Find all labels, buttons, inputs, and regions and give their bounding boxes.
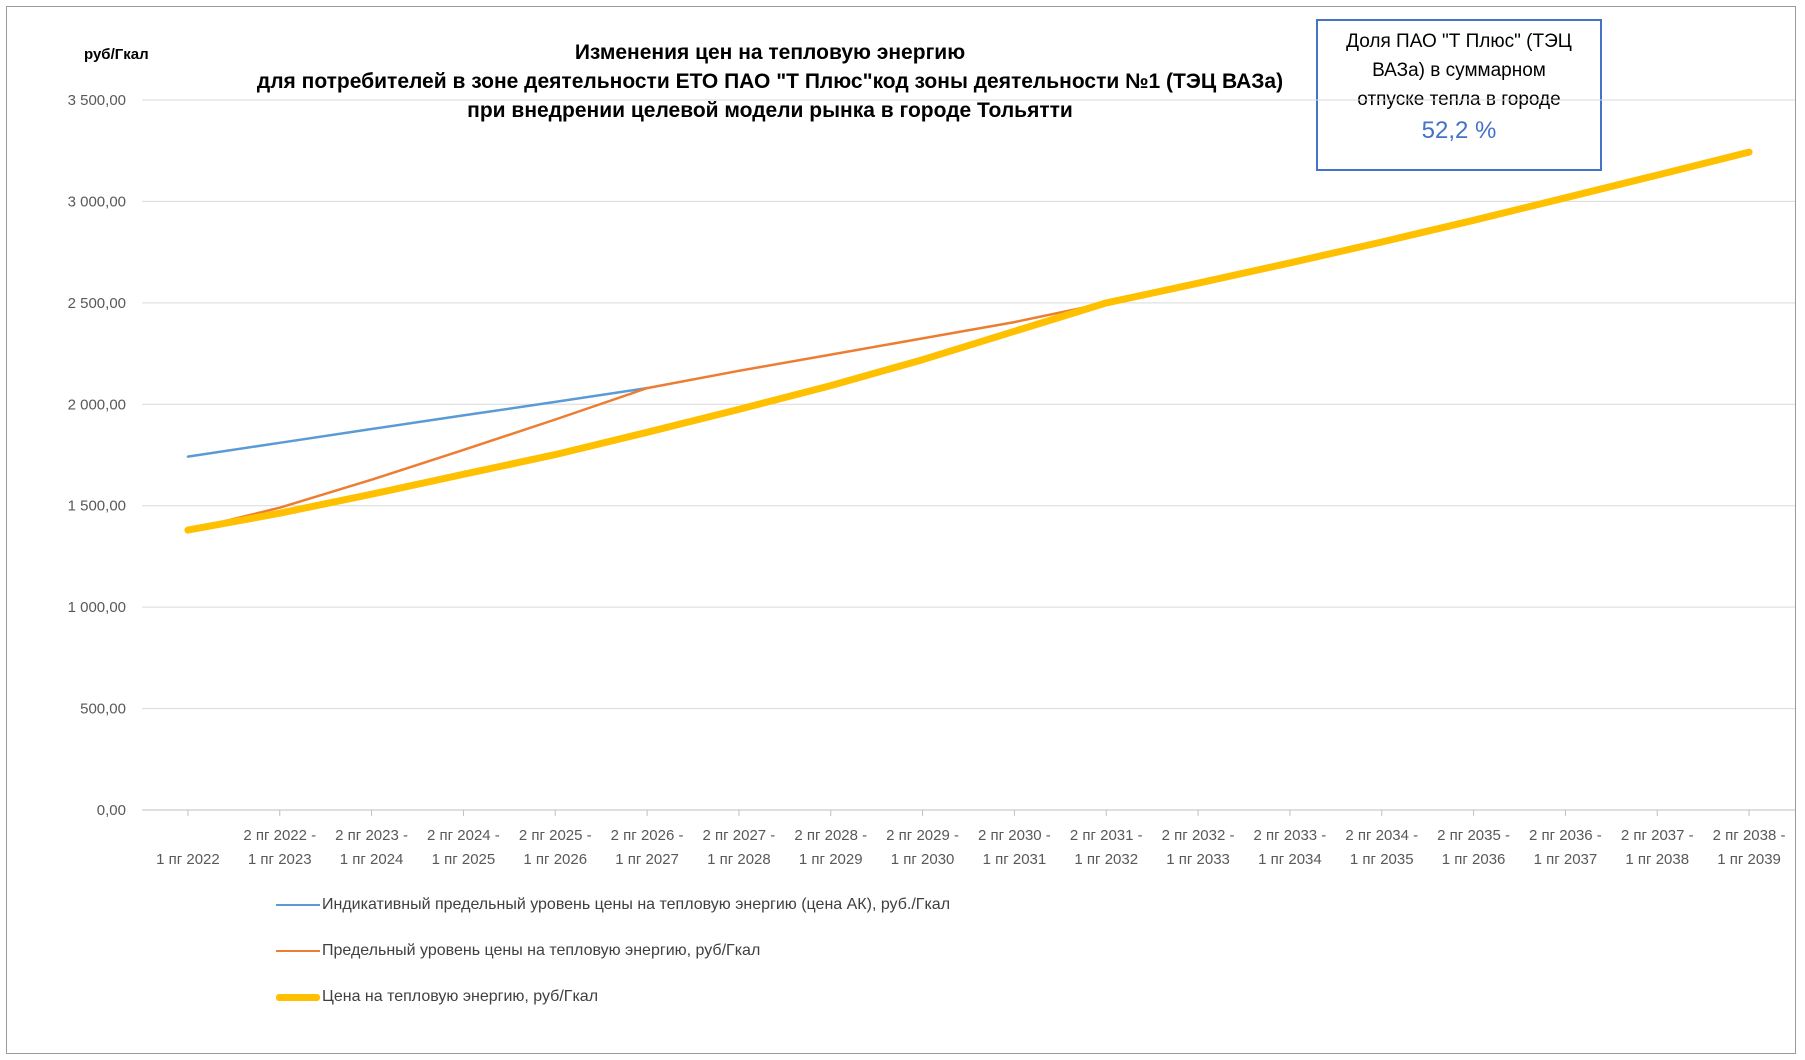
x-tick-label: 1 пг 2031 (983, 851, 1047, 868)
y-tick-label: 3 500,00 (68, 92, 126, 109)
legend-item-heat-price: Цена на тепловую энергию, руб/Гкал (276, 988, 598, 1006)
x-tick-label: 1 пг 2027 (615, 851, 679, 868)
y-tick-label: 1 000,00 (68, 599, 126, 616)
x-tick-label: 2 пг 2023 - (335, 827, 408, 844)
x-tick-label: 2 пг 2032 - (1162, 827, 1235, 844)
x-tick-label: 1 пг 2023 (248, 851, 312, 868)
x-tick-label: 2 пг 2035 - (1437, 827, 1510, 844)
x-tick-label: 1 пг 2022 (156, 851, 220, 868)
x-tick-label: 2 пг 2033 - (1254, 827, 1327, 844)
chart-title-line-3: при внедрении целевой модели рынка в гор… (467, 99, 1073, 122)
x-tick-label: 1 пг 2034 (1258, 851, 1322, 868)
x-tick-label: 2 пг 2030 - (978, 827, 1051, 844)
info-box-share-value: 52,2 % (1421, 117, 1497, 144)
legend-label-indicative: Индикативный предельный уровень цены на … (322, 896, 951, 913)
legend-label-limit: Предельный уровень цены на тепловую энер… (322, 942, 761, 959)
legend-item-indicative-price: Индикативный предельный уровень цены на … (276, 896, 950, 914)
x-tick-label: 2 пг 2036 - (1529, 827, 1602, 844)
y-tick-label: 2 000,00 (68, 396, 126, 413)
y-tick-label: 1 500,00 (68, 498, 126, 515)
chart-title-line-2: для потребителей в зоне деятельности ЕТО… (256, 70, 1284, 93)
legend-swatch-heat (276, 993, 320, 1001)
legend-swatch-indicative (276, 904, 320, 906)
x-tick-label: 2 пг 2022 - (243, 827, 316, 844)
x-tick-label: 1 пг 2037 (1534, 851, 1598, 868)
x-tick-label: 2 пг 2026 - (611, 827, 684, 844)
x-tick-label: 2 пг 2028 - (794, 827, 867, 844)
legend-item-limit-price: Предельный уровень цены на тепловую энер… (276, 942, 760, 960)
x-tick-label: 1 пг 2028 (707, 851, 771, 868)
x-tick-label: 2 пг 2027 - (703, 827, 776, 844)
chart-title: Изменения цен на тепловую энергию для по… (160, 38, 1380, 125)
legend-swatch-limit (276, 950, 320, 952)
x-tick-label: 1 пг 2036 (1442, 851, 1506, 868)
info-box-line-1: Доля ПАО "Т Плюс" (ТЭЦ (1346, 31, 1572, 52)
series-line-1 (186, 386, 649, 458)
share-info-box: Доля ПАО "Т Плюс" (ТЭЦ ВАЗа) в суммарном… (1316, 19, 1602, 171)
x-tick-label: 1 пг 2030 (891, 851, 955, 868)
y-tick-label: 0,00 (97, 802, 126, 819)
y-tick-label: 500,00 (80, 701, 126, 718)
x-tick-label: 2 пг 2025 - (519, 827, 592, 844)
legend-label-heat: Цена на тепловую энергию, руб/Гкал (322, 988, 599, 1005)
y-tick-label: 2 500,00 (68, 295, 126, 312)
x-tick-label: 2 пг 2038 - (1713, 827, 1786, 844)
x-tick-label: 1 пг 2026 (523, 851, 587, 868)
series-line-2 (186, 301, 1108, 532)
x-tick-label: 1 пг 2035 (1350, 851, 1414, 868)
series-line-3 (184, 148, 1753, 534)
x-tick-label: 1 пг 2025 (432, 851, 496, 868)
x-tick-label: 1 пг 2024 (340, 851, 404, 868)
x-tick-label: 1 пг 2032 (1074, 851, 1138, 868)
x-tick-label: 1 пг 2038 (1625, 851, 1689, 868)
x-tick-label: 2 пг 2037 - (1621, 827, 1694, 844)
x-tick-label: 2 пг 2024 - (427, 827, 500, 844)
x-tick-label: 1 пг 2039 (1717, 851, 1781, 868)
x-tick-label: 2 пг 2031 - (1070, 827, 1143, 844)
chart-title-line-1: Изменения цен на тепловую энергию (574, 41, 966, 64)
x-tick-label: 1 пг 2033 (1166, 851, 1230, 868)
x-tick-label: 2 пг 2029 - (886, 827, 959, 844)
y-tick-label: 3 000,00 (68, 193, 126, 210)
x-tick-label: 2 пг 2034 - (1345, 827, 1418, 844)
y-axis-unit-label: руб/Гкал (84, 46, 149, 63)
info-box-line-2: ВАЗа) в суммарном (1372, 60, 1546, 81)
chart-frame (6, 6, 1796, 1054)
x-tick-label: 1 пг 2029 (799, 851, 863, 868)
